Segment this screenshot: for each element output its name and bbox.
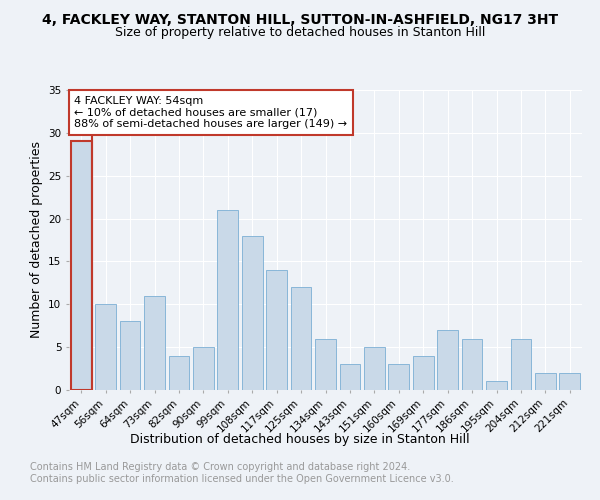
Bar <box>315 338 336 390</box>
Text: Contains HM Land Registry data © Crown copyright and database right 2024.
Contai: Contains HM Land Registry data © Crown c… <box>30 462 454 484</box>
Bar <box>486 382 507 390</box>
Bar <box>559 373 580 390</box>
Text: Distribution of detached houses by size in Stanton Hill: Distribution of detached houses by size … <box>130 432 470 446</box>
Bar <box>461 338 482 390</box>
Bar <box>71 142 92 390</box>
Bar <box>169 356 190 390</box>
Bar <box>364 347 385 390</box>
Text: 4, FACKLEY WAY, STANTON HILL, SUTTON-IN-ASHFIELD, NG17 3HT: 4, FACKLEY WAY, STANTON HILL, SUTTON-IN-… <box>42 12 558 26</box>
Bar <box>266 270 287 390</box>
Bar <box>437 330 458 390</box>
Text: 4 FACKLEY WAY: 54sqm
← 10% of detached houses are smaller (17)
88% of semi-detac: 4 FACKLEY WAY: 54sqm ← 10% of detached h… <box>74 96 347 129</box>
Bar <box>388 364 409 390</box>
Bar <box>95 304 116 390</box>
Bar <box>193 347 214 390</box>
Bar <box>340 364 361 390</box>
Bar <box>535 373 556 390</box>
Bar <box>119 322 140 390</box>
Bar <box>290 287 311 390</box>
Bar <box>413 356 434 390</box>
Bar <box>242 236 263 390</box>
Bar <box>511 338 532 390</box>
Bar <box>144 296 165 390</box>
Bar <box>217 210 238 390</box>
Y-axis label: Number of detached properties: Number of detached properties <box>29 142 43 338</box>
Text: Size of property relative to detached houses in Stanton Hill: Size of property relative to detached ho… <box>115 26 485 39</box>
